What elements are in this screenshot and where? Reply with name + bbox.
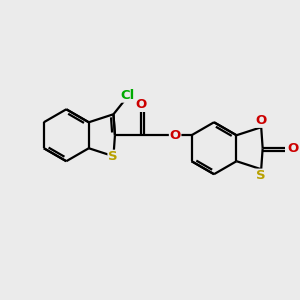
Text: Cl: Cl — [120, 89, 134, 102]
Text: O: O — [287, 142, 298, 155]
Text: O: O — [256, 114, 267, 127]
Text: O: O — [135, 98, 146, 111]
Text: O: O — [169, 129, 181, 142]
Text: S: S — [108, 150, 118, 163]
Text: S: S — [256, 169, 266, 182]
